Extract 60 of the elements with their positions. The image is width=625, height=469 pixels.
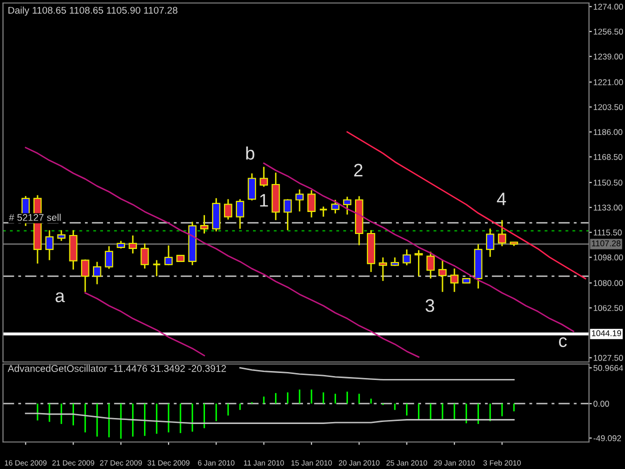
candlestick — [236, 198, 244, 230]
annotation: a — [56, 292, 65, 302]
candlestick — [450, 268, 459, 293]
y-tick-label: 1133.00 — [594, 204, 622, 211]
annotation: 1 — [260, 194, 268, 207]
annotation: 4 — [496, 192, 506, 206]
candlestick — [140, 242, 149, 270]
line-series — [346, 131, 586, 280]
y-tick-label: 0.00 — [593, 400, 610, 407]
candlestick — [45, 230, 54, 261]
y-tick-label: 1115.50 — [594, 230, 622, 236]
line-series — [84, 292, 205, 356]
candlestick — [486, 228, 494, 258]
y-tick-label: 1027.50 — [594, 354, 623, 361]
y-tick-label: 50.9664 — [594, 365, 624, 371]
candlestick — [164, 244, 173, 266]
y-tick-label: 1274.00 — [594, 4, 623, 10]
candlestick — [92, 261, 102, 285]
chart-title: Daily 1108.65 1108.65 1105.90 1107.28 — [8, 6, 178, 16]
candlestick — [343, 196, 352, 216]
annotation: 3 — [426, 299, 434, 312]
annotation: 2 — [354, 164, 362, 176]
y-tick-label: 1150.50 — [594, 180, 622, 186]
candlestick — [426, 251, 435, 280]
line-series — [24, 412, 515, 424]
candlestick — [318, 206, 328, 218]
candlestick — [104, 245, 114, 270]
ref-line-label: 1107.28 — [592, 240, 620, 246]
y-tick-label: 1080.00 — [594, 280, 623, 286]
ref-line-label: 1044.19 — [592, 330, 622, 336]
candlestick — [284, 198, 292, 231]
candlestick — [295, 188, 304, 212]
candlestick — [438, 259, 447, 293]
line-series — [239, 367, 515, 380]
y-tick-label: 1203.50 — [594, 104, 623, 110]
y-tick-label: 1098.00 — [594, 254, 623, 260]
candlestick — [248, 172, 256, 202]
candlestick — [402, 248, 411, 266]
candlestick — [200, 214, 208, 234]
candlestick — [498, 219, 506, 247]
ref-line-label: # 52127 sell — [8, 214, 61, 221]
y-tick-label: 1168.50 — [594, 154, 622, 160]
candlestick — [331, 199, 340, 214]
candlestick — [224, 198, 232, 220]
y-tick-label: 1239.00 — [594, 54, 623, 60]
candlestick — [57, 230, 66, 242]
y-tick-label: 1062.50 — [594, 305, 623, 311]
y-tick-label: -49.092 — [594, 435, 622, 442]
annotation: c — [559, 337, 567, 348]
candlestick — [81, 258, 90, 293]
candlestick — [414, 249, 423, 277]
candlestick — [378, 256, 388, 282]
chart-title: AdvancedGetOscillator -11.4476 31.3492 -20.3912 — [8, 364, 226, 372]
candlestick — [307, 190, 316, 218]
y-tick-label: 1256.50 — [594, 28, 623, 35]
candlestick — [260, 166, 268, 188]
y-tick-label: 1221.00 — [594, 79, 623, 86]
annotation: b — [246, 146, 254, 160]
candlestick — [128, 234, 137, 254]
y-tick-label: 1186.00 — [594, 129, 622, 136]
